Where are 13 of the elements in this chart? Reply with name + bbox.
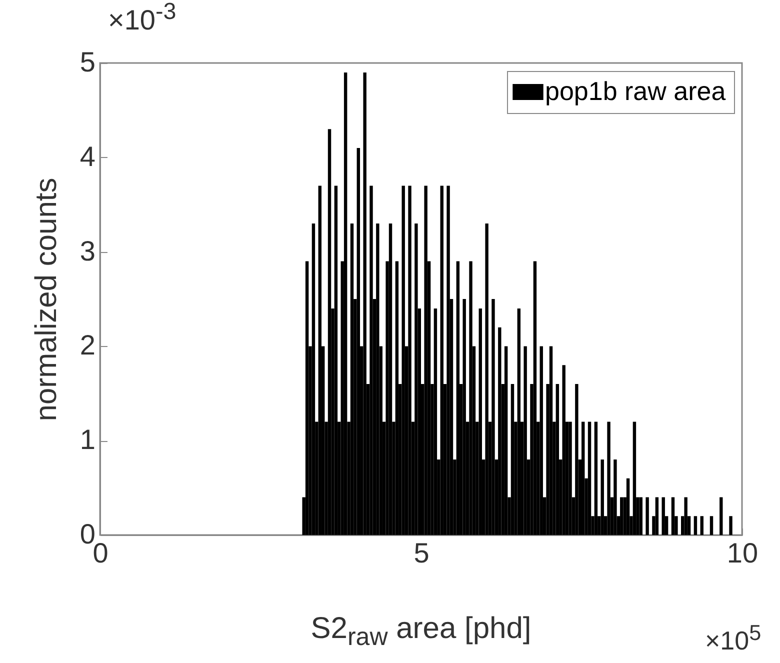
legend-label: pop1b raw area <box>545 76 726 106</box>
y-tick-label: 4 <box>80 140 96 172</box>
y-tick-label: 3 <box>80 235 96 266</box>
x-tick-label: 10 <box>726 538 758 568</box>
x-axis-title: S2$_{raw}$ area [phd] <box>310 612 532 651</box>
text: ×10$^{-3}$ <box>108 0 176 36</box>
y-tick-label: 1 <box>80 424 96 456</box>
text: ×10$^{5}$ <box>705 620 762 657</box>
y-tick-label: 2 <box>80 330 96 361</box>
x-tick-label: 5 <box>414 538 430 568</box>
y-tick-label: 0 <box>80 518 96 550</box>
y-axis-title: normalized counts <box>30 178 63 422</box>
y-tick-label: 5 <box>80 46 96 78</box>
